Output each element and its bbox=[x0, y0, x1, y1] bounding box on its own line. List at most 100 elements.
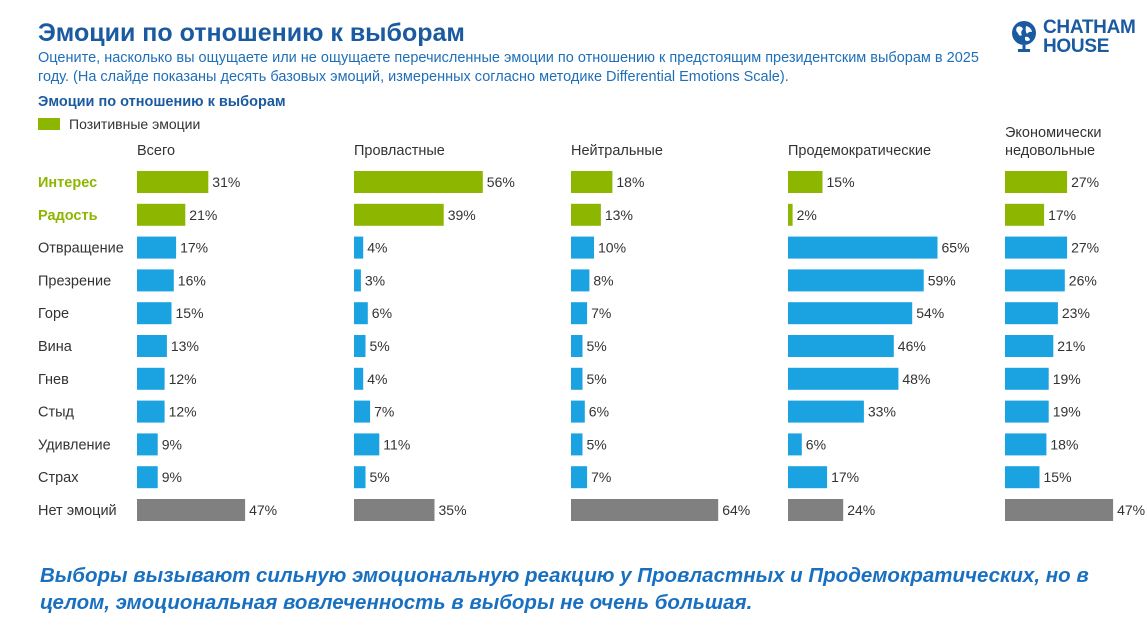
bar bbox=[1005, 400, 1049, 423]
legend-label: Позитивные эмоции bbox=[69, 116, 201, 132]
data-label: 4% bbox=[367, 371, 387, 387]
bar bbox=[571, 367, 583, 390]
category-label: Радость bbox=[38, 208, 98, 224]
category-label: Удивление bbox=[38, 437, 111, 453]
bar bbox=[354, 466, 366, 489]
data-label: 2% bbox=[797, 207, 817, 223]
data-label: 27% bbox=[1071, 174, 1099, 190]
data-label: 48% bbox=[902, 371, 930, 387]
data-label: 13% bbox=[171, 338, 199, 354]
bar bbox=[571, 499, 719, 521]
bar bbox=[571, 400, 585, 423]
bar bbox=[788, 367, 899, 390]
series-header: Нейтральные bbox=[571, 143, 663, 159]
data-label: 9% bbox=[162, 469, 182, 485]
bar bbox=[137, 466, 158, 489]
data-label: 56% bbox=[487, 174, 515, 190]
data-label: 13% bbox=[605, 207, 633, 223]
bar bbox=[788, 335, 894, 357]
logo-line-1: CHATHAM bbox=[1043, 17, 1136, 38]
data-label: 12% bbox=[169, 404, 197, 420]
series-header: Экономически bbox=[1005, 125, 1101, 141]
chart-title: Эмоции по отношению к выборам bbox=[38, 94, 286, 110]
data-label: 64% bbox=[722, 502, 750, 518]
data-label: 47% bbox=[1117, 502, 1145, 518]
data-label: 27% bbox=[1071, 240, 1099, 256]
chatham-house-logo: CHATHAM HOUSE bbox=[1010, 18, 1145, 58]
data-label: 35% bbox=[439, 502, 467, 518]
bar bbox=[1005, 335, 1054, 357]
data-label: 17% bbox=[180, 240, 208, 256]
globe-icon bbox=[1012, 21, 1036, 52]
category-label: Страх bbox=[38, 470, 79, 486]
bar bbox=[788, 269, 924, 292]
data-label: 7% bbox=[591, 469, 611, 485]
footer-conclusion: Выборы вызывают сильную эмоциональную ре… bbox=[40, 564, 1089, 614]
bar bbox=[1005, 367, 1049, 390]
data-label: 18% bbox=[616, 174, 644, 190]
data-label: 6% bbox=[806, 436, 826, 452]
bar bbox=[571, 236, 594, 259]
bar bbox=[137, 400, 165, 423]
bar bbox=[354, 499, 435, 521]
data-label: 21% bbox=[189, 207, 217, 223]
data-label: 19% bbox=[1053, 371, 1081, 387]
logo-text: CHATHAM HOUSE bbox=[1043, 18, 1136, 56]
bar bbox=[788, 499, 844, 521]
data-label: 19% bbox=[1053, 404, 1081, 420]
data-label: 47% bbox=[249, 502, 277, 518]
bar bbox=[1005, 203, 1045, 226]
bar bbox=[788, 171, 823, 193]
data-label: 65% bbox=[942, 240, 970, 256]
data-label: 54% bbox=[916, 305, 944, 321]
data-label: 12% bbox=[169, 371, 197, 387]
bar bbox=[571, 269, 590, 292]
bar bbox=[1005, 433, 1047, 456]
data-label: 8% bbox=[593, 272, 613, 288]
bar bbox=[571, 335, 583, 357]
bar bbox=[1005, 302, 1058, 325]
logo-line-2: HOUSE bbox=[1043, 36, 1110, 57]
data-label: 33% bbox=[868, 404, 896, 420]
data-label: 17% bbox=[831, 469, 859, 485]
bar bbox=[788, 236, 938, 259]
legend: Позитивные эмоции bbox=[38, 116, 200, 132]
data-label: 11% bbox=[383, 436, 410, 452]
data-label: 31% bbox=[212, 174, 240, 190]
bar bbox=[137, 367, 165, 390]
data-label: 15% bbox=[827, 174, 855, 190]
data-label: 23% bbox=[1062, 305, 1090, 321]
bar bbox=[354, 302, 368, 325]
data-label: 6% bbox=[372, 305, 392, 321]
bar bbox=[137, 171, 209, 193]
category-label: Горе bbox=[38, 306, 69, 322]
category-label: Стыд bbox=[38, 405, 75, 421]
bar bbox=[354, 367, 364, 390]
bar bbox=[137, 236, 177, 259]
data-label: 39% bbox=[448, 207, 476, 223]
legend-swatch-positive bbox=[38, 118, 60, 130]
bar bbox=[137, 499, 246, 521]
bar bbox=[354, 433, 380, 456]
data-label: 5% bbox=[587, 338, 607, 354]
category-label: Вина bbox=[38, 339, 73, 355]
bar bbox=[137, 433, 158, 456]
data-label: 59% bbox=[928, 272, 956, 288]
data-label: 7% bbox=[374, 404, 394, 420]
data-label: 7% bbox=[591, 305, 611, 321]
page-title: Эмоции по отношению к выборам bbox=[38, 19, 465, 47]
data-label: 3% bbox=[365, 272, 385, 288]
data-label: 9% bbox=[162, 436, 182, 452]
bar bbox=[571, 171, 613, 193]
data-label: 4% bbox=[367, 240, 387, 256]
bar bbox=[571, 466, 588, 489]
category-label: Интерес bbox=[38, 175, 97, 191]
data-label: 5% bbox=[587, 436, 607, 452]
data-label: 15% bbox=[1044, 469, 1072, 485]
category-label: Гнев bbox=[38, 372, 69, 388]
bar bbox=[788, 466, 828, 489]
page-subtitle: Оцените, насколько вы ощущаете или не ощ… bbox=[38, 50, 979, 85]
bar bbox=[788, 302, 913, 325]
bar bbox=[571, 302, 588, 325]
data-label: 21% bbox=[1057, 338, 1085, 354]
